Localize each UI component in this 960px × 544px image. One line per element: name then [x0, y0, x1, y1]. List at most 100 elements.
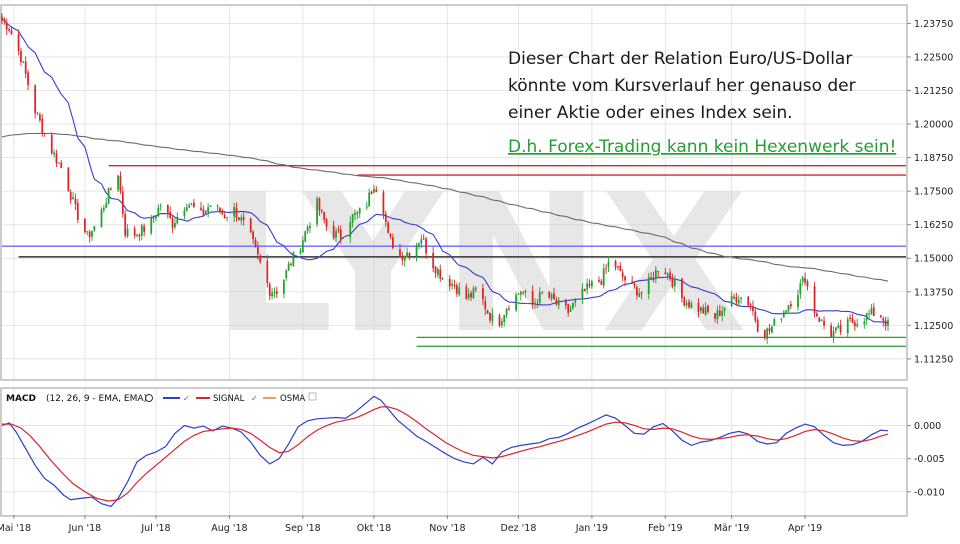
- candle-body: [749, 304, 752, 306]
- candle-body: [76, 203, 79, 220]
- candle-body: [837, 325, 840, 328]
- candle-body: [235, 207, 238, 218]
- candle-body: [325, 219, 328, 227]
- candle-body: [669, 272, 671, 280]
- price-y-tick-label: 1.12500: [914, 321, 953, 332]
- candle-body: [209, 205, 212, 207]
- candle-body: [804, 278, 806, 283]
- candle-body: [633, 282, 636, 286]
- candle-body: [872, 307, 875, 316]
- candle-body: [723, 307, 726, 312]
- candle-body: [870, 308, 873, 315]
- macd-y-tick-label: -0.010: [914, 487, 945, 498]
- price-y-tick-label: 1.18750: [914, 153, 953, 164]
- candle-body: [624, 276, 626, 281]
- candle-body: [640, 292, 643, 294]
- candle-body: [20, 50, 22, 63]
- macd-series-line-signal: [2, 406, 889, 502]
- candle-body: [813, 286, 816, 314]
- candle-body: [183, 210, 186, 216]
- candle-body: [437, 269, 439, 275]
- candle-body: [820, 319, 823, 321]
- candle-body: [564, 299, 567, 306]
- candle-body: [548, 292, 551, 298]
- candle-body: [72, 197, 74, 199]
- candle-body: [531, 290, 534, 304]
- x-tick-label: Mär '19: [714, 523, 750, 534]
- candle-body: [358, 208, 361, 214]
- candle-body: [851, 318, 854, 324]
- candle-body: [67, 167, 70, 192]
- candle-body: [754, 311, 757, 321]
- candle-body: [365, 206, 368, 208]
- candle-body: [673, 280, 676, 287]
- candle-body: [482, 288, 484, 300]
- annotation: Dieser Chart der Relation Euro/US-Dollar…: [508, 49, 896, 157]
- candle-body: [207, 207, 209, 213]
- candle-body: [60, 162, 63, 169]
- candle-body: [567, 304, 570, 313]
- candle-body: [219, 207, 221, 213]
- annotation-highlight: D.h. Forex-Trading kann kein Hexenwerk s…: [508, 137, 896, 157]
- candle-body: [598, 279, 600, 282]
- candle-body: [884, 320, 887, 327]
- candle-body: [538, 292, 541, 304]
- candle-body: [287, 263, 290, 271]
- candle-body: [169, 211, 172, 218]
- annotation-line-1: Dieser Chart der Relation Euro/US-Dollar: [508, 49, 852, 69]
- macd-legend-signal-toggle-icon[interactable]: ✓: [251, 394, 258, 403]
- candle-body: [121, 191, 124, 214]
- candle-body: [771, 326, 773, 333]
- candle-body: [614, 260, 617, 268]
- candle-body: [117, 175, 119, 190]
- candle-body: [718, 310, 721, 316]
- macd-legend-settings-icon[interactable]: [145, 394, 153, 402]
- x-tick-label: Dez '18: [501, 523, 537, 534]
- candle-body: [688, 301, 690, 308]
- candle-body: [666, 273, 669, 276]
- candle-body: [166, 204, 169, 213]
- candle-body: [685, 303, 688, 306]
- candle-body: [448, 278, 451, 287]
- candle-body: [434, 266, 437, 274]
- x-tick-label: Jun '18: [68, 523, 102, 534]
- macd-legend: MACD (12, 26, 9 - EMA, EMA) ✓ SIGNAL ✓ O…: [6, 392, 317, 404]
- candle-body: [834, 327, 837, 331]
- macd-legend-macd-toggle-icon[interactable]: ✓: [183, 394, 190, 403]
- candle-body: [387, 222, 390, 233]
- candle-body: [699, 306, 702, 311]
- candle-body: [1, 16, 3, 20]
- candle-body: [536, 304, 539, 306]
- candle-body: [737, 299, 740, 304]
- candle-body: [370, 191, 373, 194]
- candle-body: [797, 294, 799, 308]
- x-tick-label: Feb '19: [648, 523, 683, 534]
- candle-body: [752, 306, 754, 312]
- candle-body: [517, 293, 520, 295]
- candle-body: [375, 189, 378, 192]
- macd-legend-osma-checkbox[interactable]: [308, 392, 317, 401]
- candle-body: [24, 61, 27, 74]
- candle-body: [155, 216, 157, 219]
- candle-body: [351, 214, 354, 223]
- candle-body: [515, 294, 517, 311]
- candle-body: [519, 291, 522, 295]
- candle-body: [740, 297, 743, 300]
- candle-body: [621, 272, 624, 278]
- candle-body: [143, 226, 146, 232]
- candle-body: [157, 207, 160, 217]
- candle-body: [283, 279, 285, 294]
- candle-body: [801, 277, 804, 282]
- annotation-line-2: könnte vom Kursverlauf her genauso der: [508, 76, 856, 96]
- candle-body: [541, 292, 544, 294]
- candle-body: [721, 311, 724, 316]
- candle-body: [226, 217, 228, 219]
- candle-body: [619, 265, 622, 271]
- candle-body: [8, 29, 10, 31]
- annotation-line-3: einer Aktie oder eines Index sein.: [508, 103, 793, 123]
- candle-body: [290, 263, 292, 265]
- candle-body: [690, 303, 693, 309]
- candle-body: [138, 234, 141, 237]
- candle-body: [406, 252, 408, 258]
